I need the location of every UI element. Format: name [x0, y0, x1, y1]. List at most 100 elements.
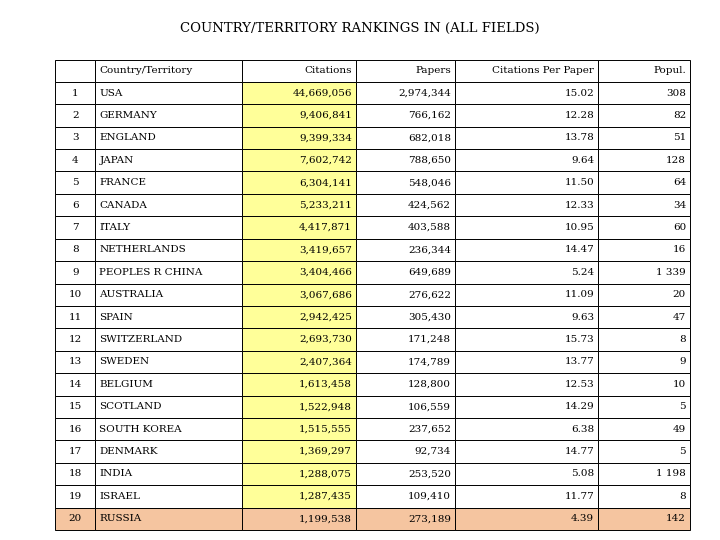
- Bar: [55, 328, 95, 351]
- Text: 7: 7: [72, 223, 78, 232]
- Text: 1,199,538: 1,199,538: [299, 514, 352, 523]
- Bar: [356, 149, 455, 172]
- Bar: [455, 172, 598, 194]
- Text: Citations: Citations: [305, 66, 352, 76]
- Bar: [242, 284, 356, 306]
- Bar: [598, 463, 690, 485]
- Bar: [55, 127, 95, 149]
- Bar: [356, 508, 455, 530]
- Text: 5.08: 5.08: [571, 469, 594, 478]
- Bar: [356, 418, 455, 441]
- Bar: [95, 261, 242, 284]
- Text: 10: 10: [672, 380, 686, 389]
- Text: 8: 8: [680, 492, 686, 501]
- Bar: [242, 328, 356, 351]
- Text: 5: 5: [72, 178, 78, 187]
- Text: 424,562: 424,562: [408, 200, 451, 210]
- Text: 17: 17: [68, 447, 82, 456]
- Bar: [95, 82, 242, 104]
- Bar: [55, 172, 95, 194]
- Text: 2,942,425: 2,942,425: [299, 313, 352, 322]
- Text: ITALY: ITALY: [99, 223, 130, 232]
- Bar: [95, 328, 242, 351]
- Bar: [242, 351, 356, 373]
- Bar: [356, 485, 455, 508]
- Bar: [95, 149, 242, 172]
- Text: 15.02: 15.02: [564, 89, 594, 98]
- Bar: [356, 104, 455, 127]
- Bar: [95, 373, 242, 396]
- Bar: [356, 328, 455, 351]
- Text: 4: 4: [72, 156, 78, 165]
- Text: 7,602,742: 7,602,742: [299, 156, 352, 165]
- Bar: [598, 172, 690, 194]
- Bar: [55, 441, 95, 463]
- Bar: [598, 194, 690, 217]
- Text: 236,344: 236,344: [408, 245, 451, 254]
- Text: RUSSIA: RUSSIA: [99, 514, 142, 523]
- Bar: [455, 82, 598, 104]
- Bar: [95, 306, 242, 328]
- Text: 308: 308: [666, 89, 686, 98]
- Text: 8: 8: [680, 335, 686, 344]
- Bar: [598, 60, 690, 82]
- Bar: [95, 104, 242, 127]
- Bar: [95, 441, 242, 463]
- Text: 1,287,435: 1,287,435: [299, 492, 352, 501]
- Text: 5,233,211: 5,233,211: [299, 200, 352, 210]
- Text: PEOPLES R CHINA: PEOPLES R CHINA: [99, 268, 203, 277]
- Text: JAPAN: JAPAN: [99, 156, 134, 165]
- Text: 128,800: 128,800: [408, 380, 451, 389]
- Text: 1,288,075: 1,288,075: [299, 469, 352, 478]
- Bar: [356, 261, 455, 284]
- Text: 766,162: 766,162: [408, 111, 451, 120]
- Bar: [455, 485, 598, 508]
- Text: 1,522,948: 1,522,948: [299, 402, 352, 411]
- Text: 14.47: 14.47: [564, 245, 594, 254]
- Bar: [95, 508, 242, 530]
- Bar: [598, 373, 690, 396]
- Bar: [598, 351, 690, 373]
- Bar: [242, 261, 356, 284]
- Bar: [55, 306, 95, 328]
- Bar: [55, 194, 95, 217]
- Text: 16: 16: [672, 245, 686, 254]
- Text: 15.73: 15.73: [564, 335, 594, 344]
- Text: 13.78: 13.78: [564, 133, 594, 143]
- Bar: [455, 104, 598, 127]
- Bar: [55, 418, 95, 441]
- Text: 20: 20: [68, 514, 82, 523]
- Text: 5: 5: [680, 402, 686, 411]
- Bar: [55, 485, 95, 508]
- Text: 276,622: 276,622: [408, 290, 451, 299]
- Text: 10.95: 10.95: [564, 223, 594, 232]
- Bar: [356, 441, 455, 463]
- Text: 3,067,686: 3,067,686: [299, 290, 352, 299]
- Text: 273,189: 273,189: [408, 514, 451, 523]
- Bar: [455, 239, 598, 261]
- Text: 19: 19: [68, 492, 82, 501]
- Text: 11: 11: [68, 313, 82, 322]
- Text: 9,399,334: 9,399,334: [299, 133, 352, 143]
- Bar: [455, 508, 598, 530]
- Text: 34: 34: [672, 200, 686, 210]
- Text: Popul.: Popul.: [653, 66, 686, 76]
- Text: 788,650: 788,650: [408, 156, 451, 165]
- Bar: [455, 217, 598, 239]
- Text: 3,419,657: 3,419,657: [299, 245, 352, 254]
- Text: 4,417,871: 4,417,871: [299, 223, 352, 232]
- Bar: [242, 127, 356, 149]
- Text: GERMANY: GERMANY: [99, 111, 157, 120]
- Bar: [455, 441, 598, 463]
- Bar: [598, 217, 690, 239]
- Bar: [598, 239, 690, 261]
- Text: 548,046: 548,046: [408, 178, 451, 187]
- Bar: [356, 127, 455, 149]
- Text: 8: 8: [72, 245, 78, 254]
- Text: NETHERLANDS: NETHERLANDS: [99, 245, 186, 254]
- Bar: [598, 396, 690, 418]
- Bar: [598, 441, 690, 463]
- Text: COUNTRY/TERRITORY RANKINGS IN (ALL FIELDS): COUNTRY/TERRITORY RANKINGS IN (ALL FIELD…: [180, 22, 540, 35]
- Bar: [95, 418, 242, 441]
- Bar: [242, 172, 356, 194]
